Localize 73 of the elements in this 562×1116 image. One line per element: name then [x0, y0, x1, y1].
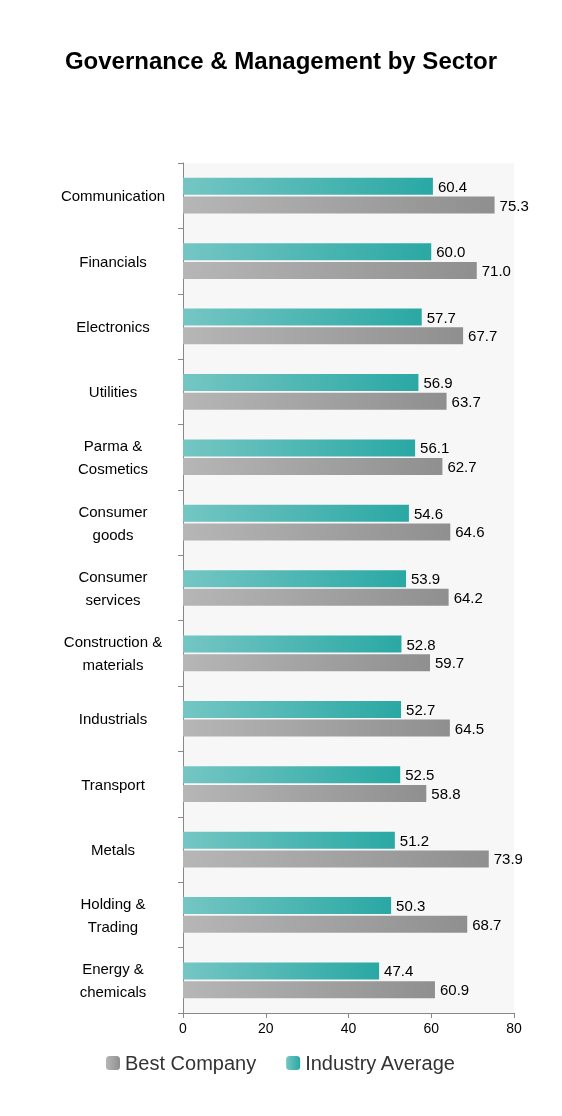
- data-label: 54.6: [413, 504, 444, 522]
- bar: [183, 374, 419, 391]
- data-label: 64.6: [455, 523, 485, 541]
- y-tick-label: Construction & materials: [63, 633, 163, 674]
- y-tick-label: Utilities: [88, 383, 138, 401]
- y-tick-label: Consumer services: [78, 568, 148, 608]
- y-tick-label: Metals: [90, 841, 136, 859]
- data-label: 52.7: [406, 700, 436, 718]
- data-label: 63.7: [451, 392, 481, 410]
- data-label: 52.8: [406, 635, 436, 653]
- y-tick-label: Communication: [60, 187, 166, 205]
- chart-title: Governance & Management by Sector: [64, 46, 498, 74]
- data-label: 60.0: [436, 243, 466, 261]
- bar: [183, 785, 427, 802]
- data-label: 60.4: [437, 177, 468, 195]
- data-label: 64.2: [453, 588, 483, 606]
- legend-label: Industry Average: [305, 1052, 455, 1074]
- bar: [183, 570, 407, 588]
- data-label: 47.4: [384, 962, 414, 980]
- bar: [183, 523, 451, 541]
- data-label: 57.7: [426, 308, 456, 326]
- x-tick-label: 40: [340, 1020, 357, 1036]
- bar: [183, 392, 447, 410]
- y-tick-label: Financials: [79, 252, 147, 270]
- data-label: 59.7: [435, 654, 465, 672]
- bar: [183, 261, 477, 279]
- y-tick-label: Holding & Trading: [80, 894, 146, 935]
- data-label: 58.8: [431, 785, 461, 802]
- data-label: 50.3: [396, 897, 426, 915]
- data-label: 68.7: [472, 915, 502, 933]
- bar: [183, 588, 449, 606]
- bar: [183, 504, 409, 522]
- bar: [183, 243, 432, 261]
- y-tick-label: Electronics: [76, 317, 150, 335]
- bar: [183, 766, 401, 784]
- data-label: 67.7: [468, 327, 498, 345]
- bar: [183, 308, 422, 326]
- bar: [183, 915, 468, 933]
- x-tick-label: 20: [257, 1020, 274, 1036]
- y-tick-label: Transport: [81, 775, 146, 793]
- data-label: 60.9: [439, 981, 470, 999]
- bar: [183, 962, 380, 980]
- x-tick-label: 60: [423, 1020, 440, 1036]
- data-label: 53.9: [411, 570, 441, 588]
- data-label: 62.7: [447, 458, 477, 476]
- bar: [183, 831, 395, 849]
- bar: [183, 327, 464, 345]
- bar: [183, 897, 392, 915]
- data-label: 73.9: [493, 850, 523, 868]
- legend-label: Best Company: [125, 1052, 257, 1074]
- bar: [183, 981, 435, 999]
- y-tick-label: Parma & Cosmetics: [77, 437, 149, 478]
- data-label: 64.5: [454, 719, 485, 737]
- data-label: 56.9: [423, 374, 453, 391]
- bar: [183, 196, 495, 214]
- y-tick-label: Energy & chemicals: [79, 960, 147, 1001]
- x-tick-label: 0: [179, 1020, 188, 1036]
- bar: [183, 458, 443, 476]
- bar: [183, 439, 416, 457]
- data-label: 71.0: [481, 261, 511, 279]
- bar: [183, 635, 402, 653]
- bar: [183, 700, 402, 718]
- bar: [183, 654, 431, 672]
- data-label: 56.1: [420, 439, 450, 457]
- bar: [183, 850, 489, 868]
- y-tick-label: Consumer goods: [78, 502, 148, 543]
- data-label: 75.3: [499, 196, 529, 214]
- bar: [183, 719, 450, 737]
- y-tick-label: Industrials: [78, 710, 148, 728]
- x-tick-label: 80: [506, 1020, 522, 1036]
- bar: [183, 177, 433, 195]
- data-label: 52.5: [405, 766, 435, 784]
- data-label: 51.2: [399, 831, 430, 849]
